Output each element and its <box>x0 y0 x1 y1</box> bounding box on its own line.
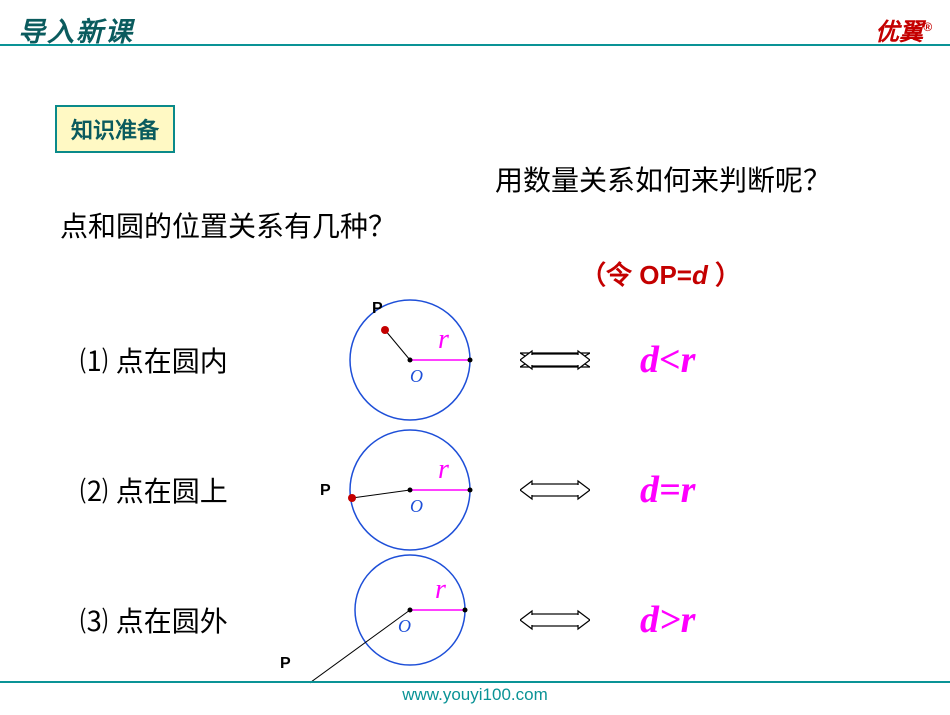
p-label-3: P <box>280 655 291 673</box>
question-left: 点和圆的位置关系有几种？ <box>60 205 396 245</box>
arrow-1 <box>510 345 600 375</box>
row-1: ⑴ 点在圆内 r O P d<r <box>80 290 910 430</box>
row-2-label: ⑵ 点在圆上 <box>80 470 310 510</box>
row-1-label: ⑴ 点在圆内 <box>80 340 310 380</box>
svg-text:r: r <box>435 574 446 605</box>
row-3-label: ⑶ 点在圆外 <box>80 600 310 640</box>
formula-3: d>r <box>640 598 695 642</box>
formula-2: d=r <box>640 468 695 512</box>
diagram-2: r O P <box>310 420 510 560</box>
svg-text:r: r <box>438 324 449 355</box>
svg-text:O: O <box>410 496 423 516</box>
svg-text:O: O <box>398 616 411 636</box>
footer-divider <box>0 681 950 683</box>
question-right: 用数量关系如何来判断呢？ <box>495 160 831 202</box>
footer-url: www.youyi100.com <box>0 685 950 705</box>
row-2: ⑵ 点在圆上 r O P d=r <box>80 420 910 560</box>
row-3: ⑶ 点在圆外 r O P d>r <box>80 550 910 690</box>
svg-text:r: r <box>438 454 449 485</box>
svg-text:O: O <box>410 366 423 386</box>
header-divider <box>0 44 950 46</box>
p-label-2: P <box>320 482 331 500</box>
arrow-2 <box>510 475 600 505</box>
formula-1: d<r <box>640 338 695 382</box>
note-op-d: （令 OP=d ） <box>580 255 741 292</box>
diagram-3: r O P <box>310 550 510 690</box>
brand-logo: 优翼® <box>875 12 932 47</box>
diagram-1: r O P <box>310 290 510 430</box>
knowledge-badge: 知识准备 <box>55 105 175 153</box>
p-label-1: P <box>372 300 383 318</box>
arrow-3 <box>510 605 600 635</box>
